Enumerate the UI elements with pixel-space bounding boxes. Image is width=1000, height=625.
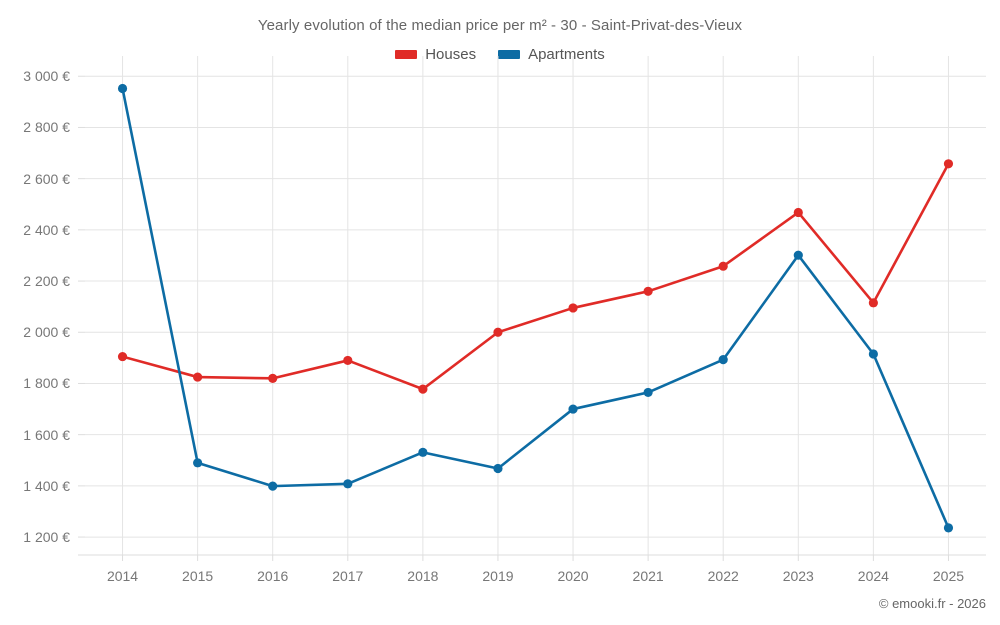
y-axis-tick-label: 1 800 € — [23, 375, 70, 392]
data-point[interactable] — [718, 355, 728, 365]
legend-label-apartments: Apartments — [528, 46, 605, 63]
y-axis-tick-label: 2 800 € — [23, 119, 70, 136]
data-point[interactable] — [643, 387, 653, 398]
data-point[interactable] — [793, 250, 803, 260]
x-axis-tick-label: 2022 — [707, 568, 739, 584]
y-axis-tick-label: 3 000 € — [23, 68, 70, 85]
data-point[interactable] — [943, 159, 954, 169]
x-axis-tick-label: 2019 — [482, 568, 514, 584]
x-axis-tick-label: 2024 — [857, 568, 889, 584]
data-point[interactable] — [793, 207, 803, 218]
data-point[interactable] — [268, 373, 278, 383]
y-axis-tick-label: 2 600 € — [23, 170, 70, 187]
x-axis-tick-label: 2014 — [106, 568, 139, 584]
data-point[interactable] — [268, 481, 278, 491]
x-axis-tick-label: 2015 — [182, 568, 214, 584]
legend-item-houses[interactable]: Houses — [395, 46, 476, 63]
data-point[interactable] — [193, 458, 203, 468]
data-point[interactable] — [343, 355, 353, 366]
data-point[interactable] — [868, 298, 878, 308]
data-point[interactable] — [418, 447, 428, 457]
data-point[interactable] — [418, 384, 428, 394]
data-point[interactable] — [193, 372, 203, 382]
x-axis-tick-label: 2025 — [932, 568, 965, 584]
data-point[interactable] — [868, 349, 878, 359]
data-point[interactable] — [493, 327, 503, 337]
x-axis-tick-label: 2016 — [257, 568, 289, 584]
x-axis-tick-label: 2020 — [557, 568, 589, 584]
data-point[interactable] — [568, 303, 578, 313]
y-axis-tick-label: 2 000 € — [23, 324, 70, 341]
x-axis-tick-label: 2021 — [632, 568, 664, 584]
data-point[interactable] — [343, 479, 353, 489]
y-axis-tick-label: 2 200 € — [23, 273, 70, 290]
data-point[interactable] — [117, 83, 128, 94]
data-point[interactable] — [117, 351, 128, 362]
data-point[interactable] — [718, 261, 728, 271]
chart-series-points — [117, 83, 954, 533]
y-axis-tick-label: 2 400 € — [23, 221, 70, 238]
chart-gridlines — [85, 56, 986, 555]
legend-swatch-apartments — [498, 50, 521, 59]
legend-swatch-houses — [395, 50, 418, 59]
page-title: Yearly evolution of the median price per… — [257, 17, 743, 34]
legend-label-houses: Houses — [425, 46, 477, 63]
credit-text: © emooki.fr - 2026 — [878, 596, 986, 611]
y-axis-tick-label: 1 400 € — [23, 477, 70, 494]
x-axis-tick-label: 2018 — [407, 568, 439, 584]
chart-x-tick-marks — [122, 555, 949, 561]
data-point[interactable] — [493, 463, 503, 474]
y-axis-tick-label: 1 600 € — [23, 426, 70, 443]
chart-y-tick-marks — [78, 75, 85, 538]
legend-item-apartments[interactable]: Apartments — [498, 46, 605, 63]
data-point[interactable] — [943, 523, 954, 533]
data-point[interactable] — [568, 404, 578, 414]
data-point[interactable] — [643, 286, 653, 296]
chart-series-lines — [121, 87, 950, 530]
x-axis-tick-label: 2017 — [332, 568, 364, 584]
chart-legend: Houses Apartments — [0, 46, 1000, 63]
y-axis-tick-label: 1 200 € — [23, 529, 70, 546]
x-axis-tick-label: 2023 — [782, 568, 814, 584]
